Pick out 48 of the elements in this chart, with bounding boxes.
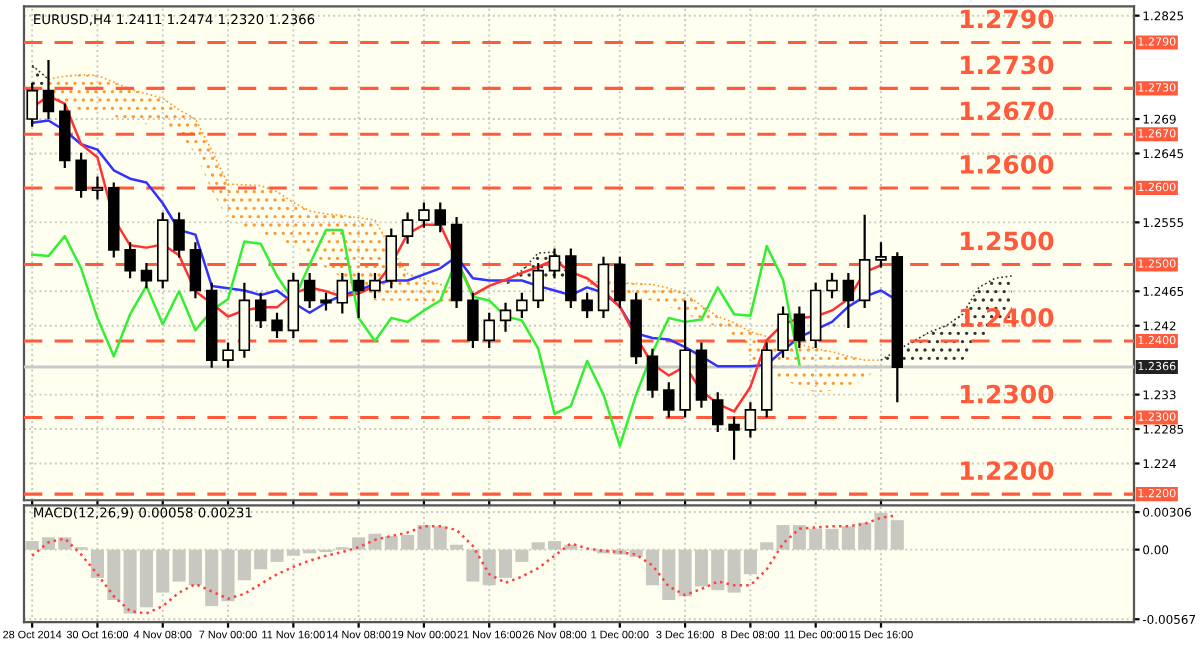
candlestick: [401, 211, 414, 245]
candlestick: [42, 58, 55, 121]
candlestick: [793, 305, 806, 350]
candlestick: [842, 271, 855, 330]
candlestick: [434, 201, 446, 234]
text: 1.2670: [960, 101, 1054, 121]
candlestick: [369, 271, 381, 300]
text: 1.2300: [960, 384, 1054, 404]
candlestick: [728, 415, 740, 461]
candlestick: [597, 255, 610, 320]
candlestick: [744, 401, 757, 439]
candlestick: [352, 271, 365, 320]
candlestick: [222, 341, 234, 369]
candlestick: [565, 247, 577, 310]
candlestick: [75, 151, 87, 199]
candlestick: [467, 291, 479, 350]
candlestick: [303, 271, 316, 310]
text: 1.2730: [960, 55, 1054, 75]
text: 1.2790: [960, 9, 1054, 29]
candlestick: [189, 241, 202, 300]
candlestick: [875, 241, 887, 269]
line-series: [30, 228, 801, 448]
candlestick: [532, 261, 544, 310]
candlestick: [663, 381, 675, 419]
candlestick: [483, 311, 495, 350]
candlestick: [254, 291, 267, 330]
candlestick: [516, 291, 528, 320]
candlestick: [418, 201, 430, 229]
candlestick: [124, 241, 136, 280]
candlestick: [336, 271, 349, 315]
candlestick: [858, 213, 871, 310]
candlestick: [499, 301, 512, 333]
candlestick: [140, 261, 153, 290]
candlestick: [646, 347, 659, 399]
candlestick: [91, 175, 104, 201]
candlestick: [712, 391, 724, 434]
text: 1.2500: [960, 231, 1054, 251]
candlestick: [173, 211, 185, 259]
text: 1.2600: [960, 154, 1054, 174]
candlestick: [385, 227, 398, 290]
candlestick: [581, 291, 593, 320]
candlestick: [614, 255, 626, 310]
candlestick: [777, 305, 789, 359]
candlestick: [826, 271, 838, 300]
text: 1.2400: [960, 308, 1054, 327]
text: 1.2200: [960, 461, 1054, 481]
candlestick: [271, 311, 283, 340]
candlestick: [548, 247, 561, 280]
